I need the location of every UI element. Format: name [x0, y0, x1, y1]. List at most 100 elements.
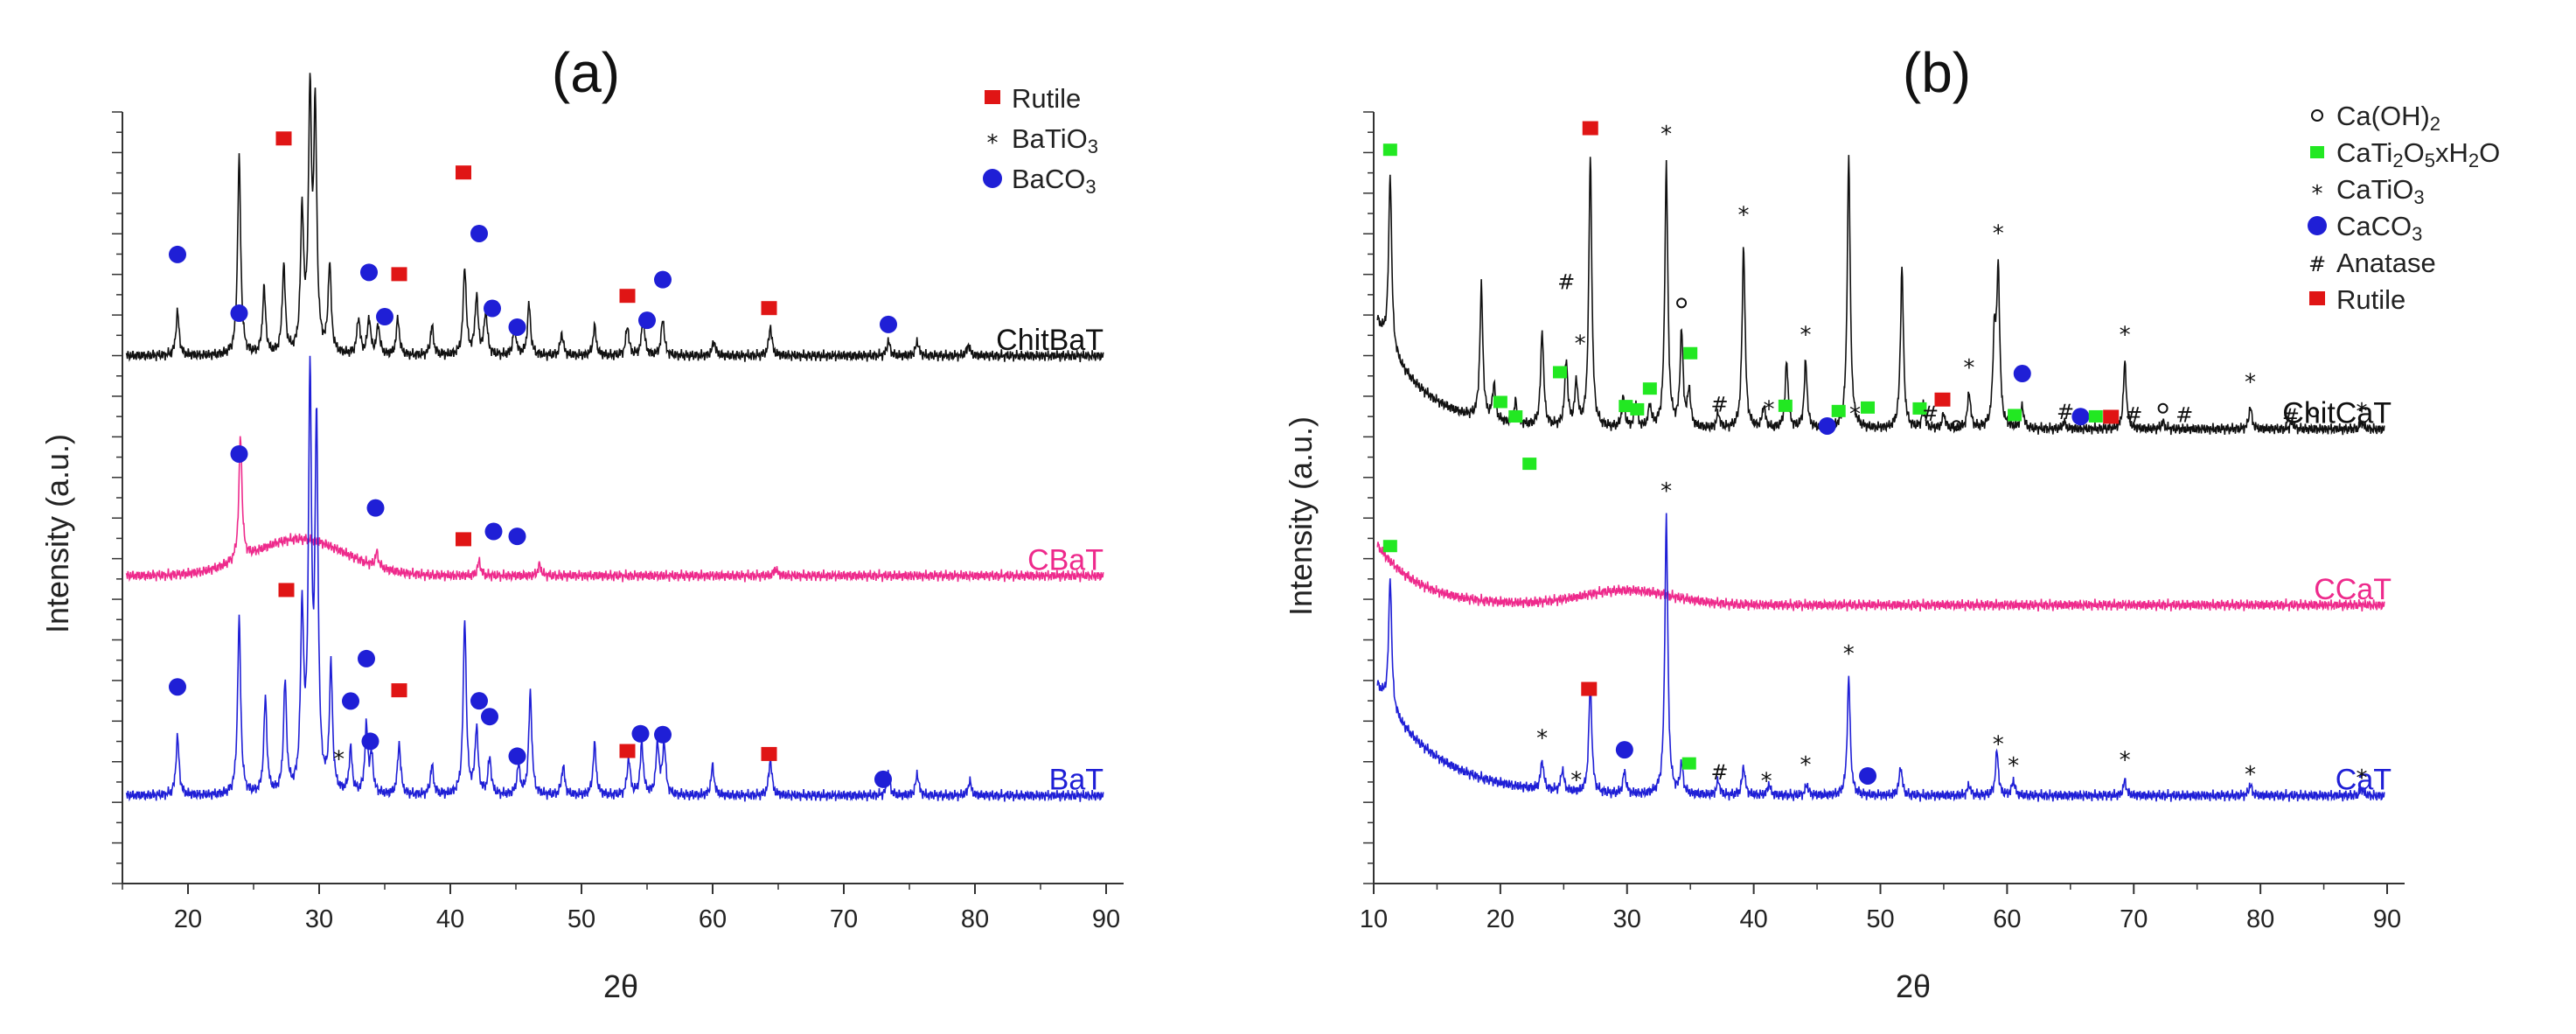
marker-anatase-hash: # [2176, 403, 2193, 428]
marker-star: * [2245, 369, 2256, 395]
legend-text-part: Rutile [2336, 284, 2405, 315]
legend-label: Ca(OH)2 [2336, 101, 2440, 135]
legend-label: Anatase [2336, 248, 2436, 278]
marker-star: * [2245, 762, 2256, 788]
marker-baco3-circle [361, 732, 379, 751]
marker-rutile-square [1582, 121, 1598, 136]
legend-label: Rutile [1012, 83, 1081, 114]
legend-text-part: BaCO [1012, 164, 1085, 194]
marker-catio-hydrate-square [1552, 366, 1567, 379]
marker-catio-hydrate-square [1642, 382, 1657, 395]
marker-catio-hydrate-square [1508, 410, 1523, 423]
series-label-CaT: CaT [2336, 764, 2392, 797]
x-tick-label: 70 [2120, 905, 2148, 933]
marker-rutile-square [761, 301, 777, 316]
series-line-CBaT [125, 436, 1104, 583]
marker-rutile-square [619, 744, 636, 758]
legend-carbonate-marker [2308, 216, 2327, 235]
legend-subscript: 3 [2412, 223, 2422, 245]
marker-baco3-circle [169, 245, 186, 263]
marker-baco3-circle [342, 692, 359, 710]
marker-baco3-circle [230, 444, 248, 463]
series-label-ChitBaT: ChitBaT [996, 324, 1104, 357]
marker-star: * [1963, 355, 1974, 381]
marker-catio-hydrate-square [1382, 143, 1397, 157]
marker-star: * [2008, 753, 2019, 779]
marker-star: * [1536, 725, 1548, 751]
marker-baco3-circle [484, 299, 501, 318]
series-line-ChitBaT [125, 73, 1104, 363]
marker-star: * [1738, 203, 1750, 229]
marker-anatase-hash: # [1557, 270, 1575, 295]
marker-caoh2-ring [1676, 297, 1688, 309]
legend-subscript: 2 [2392, 150, 2403, 171]
panel-a-x-ticks: 20 30 40 50 60 70 80 90 [122, 884, 1120, 933]
marker-caoh2-ring [2308, 407, 2319, 418]
marker-anatase-hash: # [1710, 393, 1728, 417]
x-tick-label: 60 [699, 905, 727, 933]
marker-star: * [1660, 122, 1672, 148]
marker-catio-hydrate-square [1493, 395, 1507, 409]
x-tick-label: 40 [1739, 905, 1767, 933]
legend-text-part: CaTiO [2336, 174, 2413, 205]
legend-subscript: 5 [2425, 150, 2435, 171]
x-tick-label: 30 [305, 905, 333, 933]
legend-text-part: xH [2435, 137, 2468, 168]
marker-caoh2-ring [1951, 420, 1962, 431]
panel-b-markers: #**#**** #**#*# #*# ****# ***** ** * [1382, 121, 2368, 795]
legend-label: BaTiO3 [1012, 123, 1098, 157]
marker-baco3-circle [631, 724, 650, 743]
legend-star-marker: * [2312, 181, 2323, 207]
panel-a-legend: Rutile * BaTiO3 BaCO3 [983, 83, 1098, 198]
marker-rutile-square [278, 583, 295, 597]
legend-text-part: CaCO [2336, 211, 2412, 241]
marker-baco3-circle [1615, 741, 1633, 759]
marker-baco3-circle [880, 315, 897, 333]
x-tick-label: 20 [174, 905, 202, 933]
series-label-BaT: BaT [1049, 764, 1104, 797]
x-tick-label: 80 [2246, 905, 2274, 933]
marker-catio-hydrate-square [2008, 409, 2023, 422]
panel-a: (a) 20 30 40 50 60 70 80 90 ChitBaT CBaT BaT * 2θ… [39, 41, 1124, 1004]
marker-baco3-circle [2071, 408, 2090, 426]
marker-star: * [1575, 332, 1586, 358]
marker-catio-hydrate-square [1522, 458, 1537, 471]
panel-a-label: (a) [552, 41, 620, 104]
marker-star: * [2120, 748, 2131, 774]
marker-star: * [1764, 397, 1775, 423]
panel-a-y-label: Intensity (a.u.) [39, 434, 75, 633]
marker-baco3-circle [358, 649, 375, 667]
marker-baco3-circle [366, 499, 385, 517]
marker-rutile-square [1934, 392, 1951, 407]
panel-a-markers: * [169, 131, 897, 788]
marker-baco3-circle [1818, 416, 1836, 435]
series-label-ChitCaT: ChitCaT [2282, 397, 2392, 430]
marker-catio-hydrate-square [1382, 540, 1397, 553]
marker-star: * [2357, 765, 2368, 792]
legend-rutile-marker [2309, 291, 2325, 305]
marker-star: * [1993, 221, 2004, 248]
marker-star: * [1849, 402, 1861, 428]
marker-caoh2-ring [2157, 402, 2169, 414]
marker-rutile-square [761, 746, 777, 761]
marker-baco3-circle [230, 304, 248, 323]
x-tick-label: 30 [1613, 905, 1641, 933]
marker-anatase-hash: # [1921, 402, 1939, 426]
marker-rutile-square [619, 289, 636, 304]
panel-b-series: ChitCaT CCaT CaT [1376, 155, 2392, 802]
panel-b-x-ticks: 10 20 30 40 50 60 70 80 90 [1360, 884, 2401, 933]
marker-catio-hydrate-square [1861, 401, 1876, 414]
marker-rutile-square [2103, 409, 2120, 424]
marker-baco3-circle [470, 692, 488, 710]
marker-star: * [1761, 769, 1772, 795]
marker-baco3-circle [654, 270, 672, 289]
legend-text-part: BaTiO [1012, 123, 1088, 154]
series-label-CBaT: CBaT [1027, 543, 1104, 576]
marker-baco3-circle [654, 725, 672, 744]
legend-subscript: 3 [1085, 176, 1096, 198]
series-line-BaT [125, 355, 1104, 802]
series-line-ChitCaT [1376, 155, 2385, 436]
legend-star-marker: * [987, 130, 999, 157]
marker-anatase-hash: # [2282, 404, 2300, 429]
